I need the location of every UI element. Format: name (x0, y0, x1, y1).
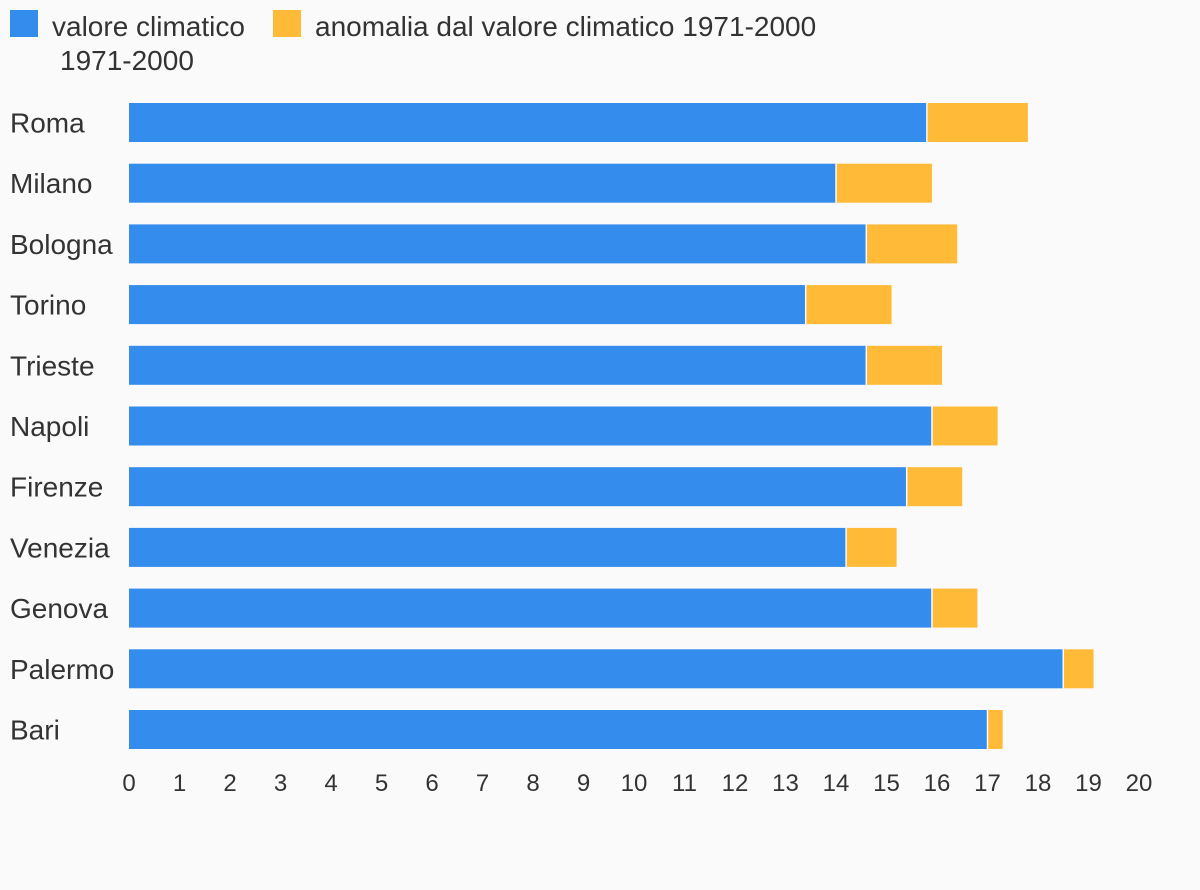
bar-genova-anomalia (931, 588, 978, 628)
bar-venezia-anomalia (846, 527, 897, 567)
bar-trieste-valore-climatico (129, 345, 867, 385)
category-label-trieste: Trieste (10, 350, 95, 381)
legend-swatch-valore-climatico (10, 10, 38, 37)
x-tick-label-11: 11 (672, 770, 697, 797)
x-tick-label-7: 7 (476, 770, 489, 797)
bar-torino-anomalia (805, 285, 892, 325)
x-tick-label-17: 17 (974, 770, 1001, 797)
category-label-roma: Roma (10, 108, 85, 139)
category-label-bologna: Bologna (10, 229, 113, 260)
bar-napoli-valore-climatico (129, 406, 932, 446)
x-tick-label-5: 5 (375, 770, 388, 797)
x-tick-label-12: 12 (722, 770, 749, 797)
bar-bari-valore-climatico (129, 710, 988, 749)
bar-milano-anomalia (836, 163, 932, 203)
x-tick-label-14: 14 (823, 770, 850, 797)
category-label-torino: Torino (10, 290, 86, 321)
x-tick-label-6: 6 (425, 770, 438, 797)
bar-milano-valore-climatico (129, 163, 836, 203)
x-tick-label-2: 2 (223, 770, 236, 797)
bar-palermo-anomalia (1063, 649, 1094, 689)
x-tick-label-1: 1 (173, 770, 186, 797)
bar-torino-valore-climatico (129, 285, 806, 325)
x-tick-label-4: 4 (324, 770, 337, 797)
legend-label-valore-climatico-line1: valore climatico (52, 11, 245, 42)
legend-label-anomalia: anomalia dal valore climatico 1971-2000 (315, 11, 816, 42)
x-tick-label-19: 19 (1075, 770, 1102, 797)
bar-bologna-valore-climatico (129, 224, 867, 264)
category-label-venezia: Venezia (10, 532, 110, 563)
x-axis: 0 1 2 3 4 5 6 7 8 9 10 11 12 13 14 15 16 17 18 19 20 (122, 770, 1152, 797)
x-tick-label-0: 0 (122, 770, 135, 797)
x-tick-label-15: 15 (873, 770, 900, 797)
bar-bari-anomalia (987, 710, 1003, 749)
x-tick-label-13: 13 (772, 770, 799, 797)
x-tick-label-3: 3 (274, 770, 287, 797)
bar-genova-valore-climatico (129, 588, 932, 628)
bar-venezia-valore-climatico (129, 527, 847, 567)
bar-firenze-valore-climatico (129, 467, 907, 507)
bar-napoli-anomalia (931, 406, 998, 446)
category-label-napoli: Napoli (10, 411, 89, 442)
category-label-firenze: Firenze (10, 472, 103, 503)
legend-label-valore-climatico-line2: 1971-2000 (60, 45, 194, 76)
category-label-palermo: Palermo (10, 654, 114, 685)
category-label-bari: Bari (10, 715, 60, 746)
legend-swatch-anomalia (273, 10, 301, 37)
x-tick-label-10: 10 (621, 770, 648, 797)
legend: valore climatico 1971-2000 anomalia dal … (10, 10, 816, 76)
category-label-milano: Milano (10, 168, 92, 199)
x-tick-label-18: 18 (1025, 770, 1052, 797)
bar-roma-valore-climatico (129, 103, 927, 142)
bar-firenze-anomalia (906, 467, 963, 507)
bar-palermo-valore-climatico (129, 649, 1064, 689)
x-tick-label-9: 9 (577, 770, 590, 797)
category-label-genova: Genova (10, 593, 108, 624)
x-tick-label-16: 16 (924, 770, 951, 797)
x-tick-label-20: 20 (1126, 770, 1153, 797)
bars (129, 103, 1094, 749)
bar-roma-anomalia (926, 103, 1028, 142)
category-labels: Roma Milano Bologna Torino Trieste Napoli Fire… (10, 108, 114, 746)
bar-bologna-anomalia (866, 224, 958, 264)
bar-trieste-anomalia (866, 345, 943, 385)
x-tick-label-8: 8 (526, 770, 539, 797)
